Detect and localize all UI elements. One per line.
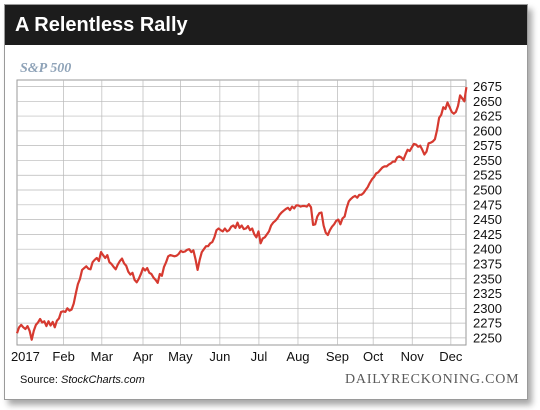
x-tick-label: 2017 xyxy=(11,349,40,364)
y-tick-label: 2350 xyxy=(473,271,502,286)
y-tick-label: 2650 xyxy=(473,94,502,109)
x-tick-label: Oct xyxy=(363,349,384,364)
chart-title: A Relentless Rally xyxy=(15,14,188,36)
x-tick-label: Sep xyxy=(326,349,349,364)
y-tick-label: 2625 xyxy=(473,109,502,124)
y-tick-label: 2300 xyxy=(473,301,502,316)
y-tick-label: 2475 xyxy=(473,197,502,212)
y-tick-label: 2500 xyxy=(473,183,502,198)
x-tick-label: Dec xyxy=(439,349,463,364)
line-chart: 2250227523002325235023752400242524502475… xyxy=(11,79,502,364)
source-label: Source: xyxy=(20,374,58,386)
series-label: S&P 500 xyxy=(20,61,72,76)
plot-frame xyxy=(16,79,467,346)
y-tick-label: 2325 xyxy=(473,286,502,301)
y-tick-label: 2550 xyxy=(473,153,502,168)
y-tick-label: 2275 xyxy=(473,316,502,331)
sp500-series-line xyxy=(15,86,468,341)
x-tick-label: May xyxy=(168,349,193,364)
y-tick-label: 2400 xyxy=(473,242,502,257)
y-tick-label: 2675 xyxy=(473,79,502,94)
x-tick-label: Jun xyxy=(209,349,230,364)
x-tick-label: Jul xyxy=(251,349,268,364)
x-tick-label: Nov xyxy=(401,349,425,364)
y-tick-label: 2375 xyxy=(473,256,502,271)
source-note: Source: StockCharts.com xyxy=(20,374,145,386)
publisher-brand: DAILYRECKONING.COM xyxy=(345,372,520,387)
x-tick-label: Apr xyxy=(133,349,154,364)
y-tick-label: 2600 xyxy=(473,123,502,138)
y-tick-label: 2575 xyxy=(473,138,502,153)
x-tick-label: Aug xyxy=(286,349,309,364)
title-bar: A Relentless Rally xyxy=(5,5,527,45)
source-name: StockCharts.com xyxy=(60,374,145,386)
y-tick-label: 2425 xyxy=(473,227,502,242)
y-tick-label: 2250 xyxy=(473,330,502,345)
x-tick-label: Mar xyxy=(91,349,114,364)
x-tick-label: Feb xyxy=(52,349,74,364)
y-tick-label: 2525 xyxy=(473,168,502,183)
chart-card: A Relentless Rally S&P 500 2250 2275 2300 2… xyxy=(4,4,528,400)
y-tick-label: 2450 xyxy=(473,212,502,227)
